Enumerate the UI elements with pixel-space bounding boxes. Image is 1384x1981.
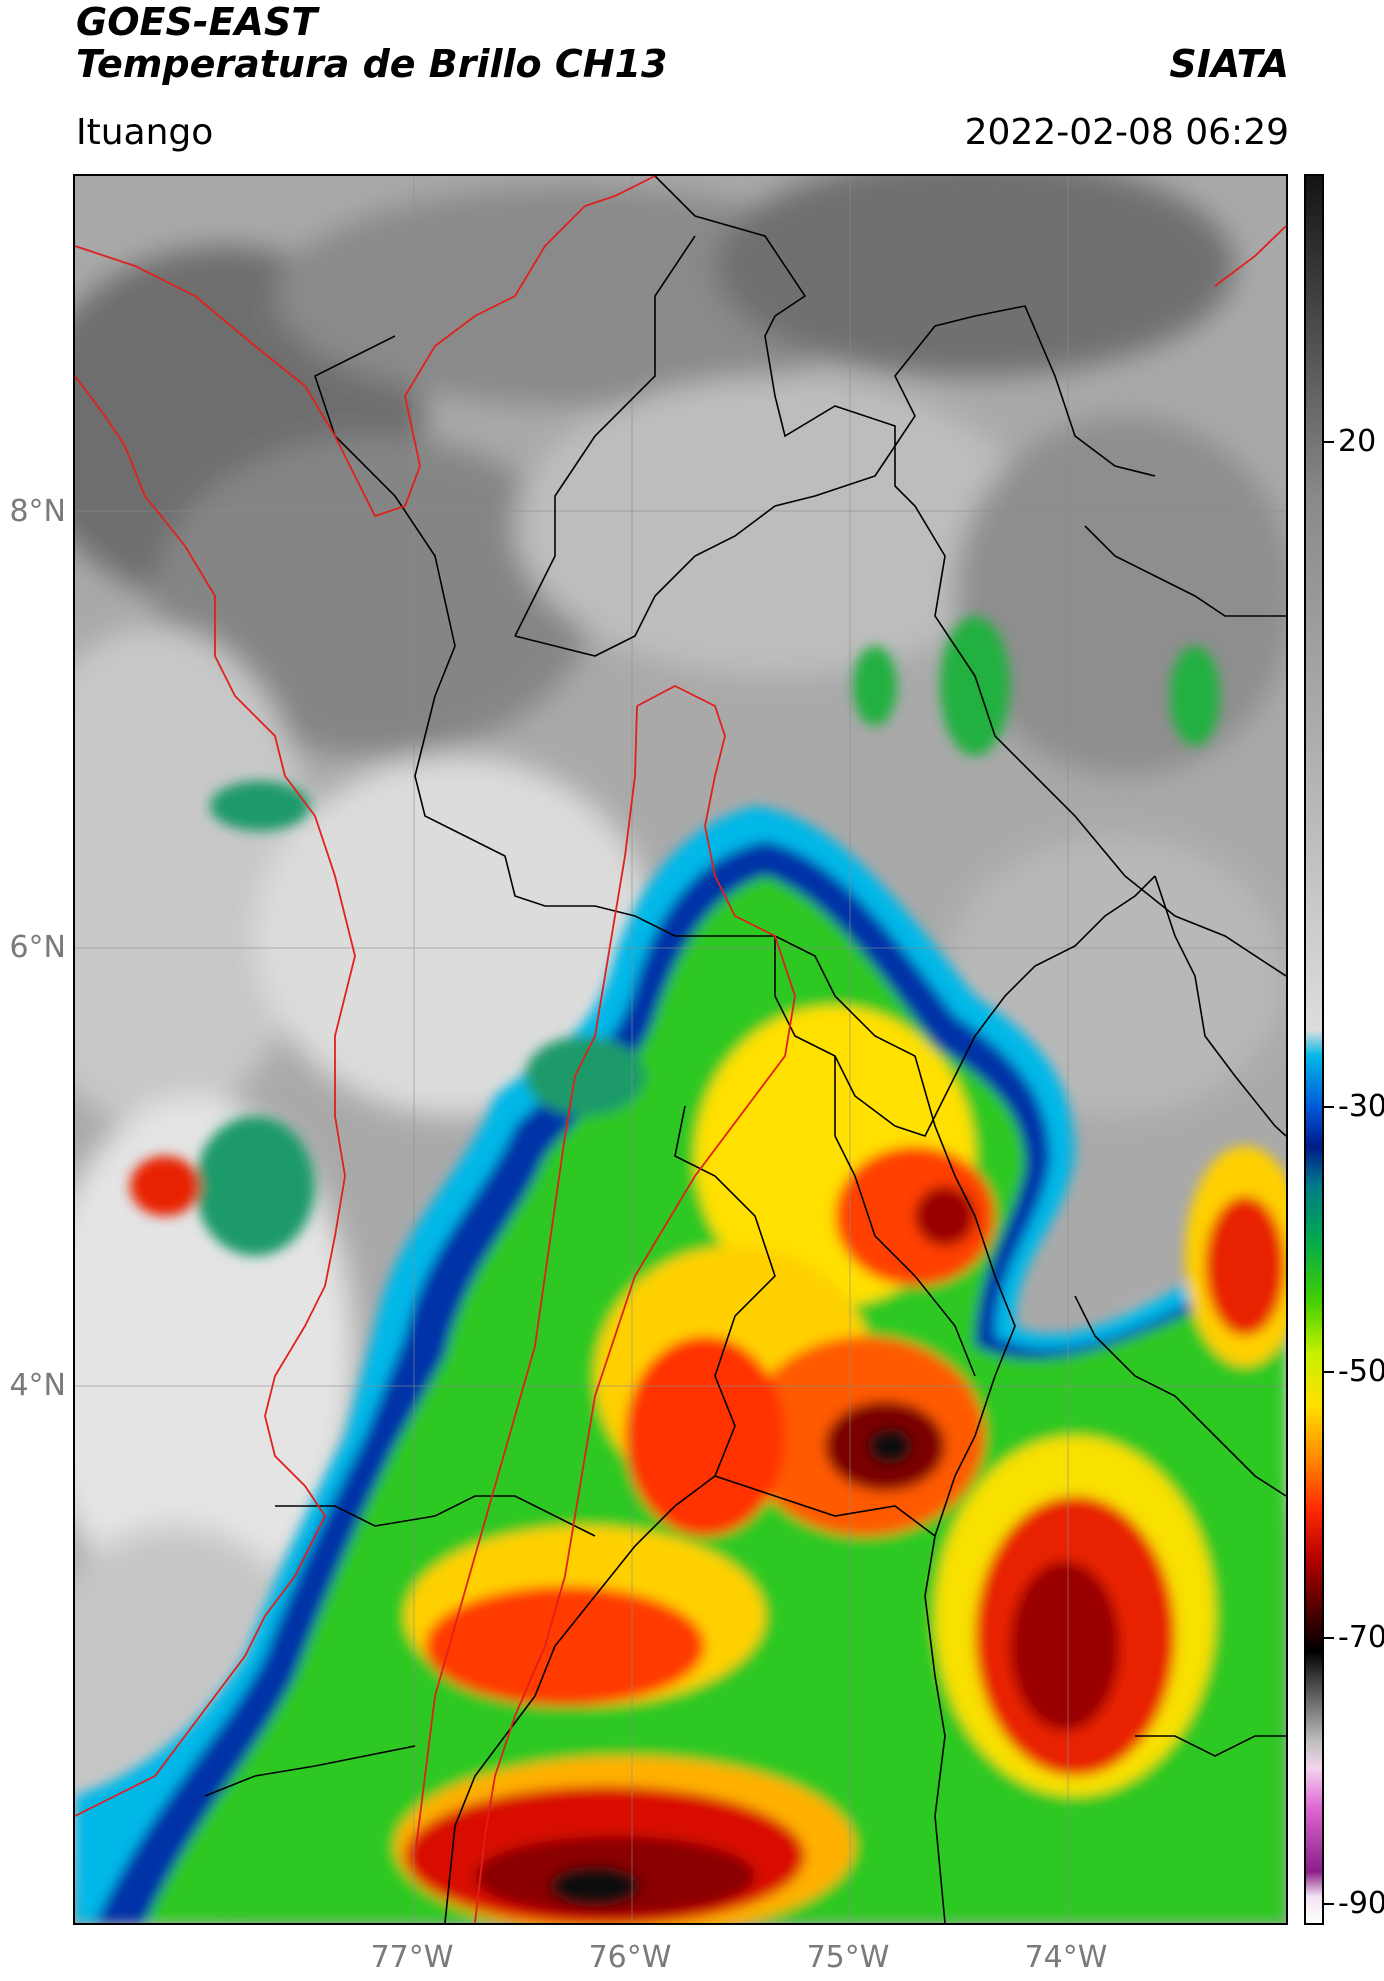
lat-label-4n: 4°N xyxy=(9,1368,66,1403)
lon-label-76w: 76°W xyxy=(588,1940,672,1975)
country-borders xyxy=(75,176,1286,1923)
lon-label-75w: 75°W xyxy=(806,1940,890,1975)
department-boundaries xyxy=(204,176,1286,1923)
colorbar-tick xyxy=(1322,1371,1334,1373)
lat-label-8n: 8°N xyxy=(9,494,66,529)
colorbar-tick xyxy=(1322,1106,1334,1108)
colorbar-label-20: 20 xyxy=(1338,424,1377,459)
colorbar-label-minus30: -30 xyxy=(1338,1089,1384,1124)
lon-label-74w: 74°W xyxy=(1024,1940,1108,1975)
map-canvas xyxy=(75,176,1286,1923)
colorbar xyxy=(1304,174,1324,1925)
lat-label-6n: 6°N xyxy=(9,930,66,965)
lat-lon-grid xyxy=(75,176,1286,1923)
colorbar-tick xyxy=(1322,1637,1334,1639)
colorbar-tick xyxy=(1322,1903,1334,1905)
organization-label: SIATA xyxy=(1169,42,1289,86)
convective-clouds xyxy=(75,616,1286,1923)
colorbar-tick xyxy=(1322,441,1334,443)
colorbar-label-minus90: -90 xyxy=(1338,1886,1384,1921)
location-label: Ituango xyxy=(76,112,214,153)
colorbar-label-minus50: -50 xyxy=(1338,1354,1384,1389)
lon-label-77w: 77°W xyxy=(370,1940,454,1975)
title-line-2: Temperatura de Brillo CH13 xyxy=(76,42,668,86)
title-line-1: GOES-EAST xyxy=(76,0,318,44)
satellite-map xyxy=(73,174,1288,1925)
datetime-label: 2022-02-08 06:29 xyxy=(964,112,1289,153)
colorbar-label-minus70: -70 xyxy=(1338,1620,1384,1655)
